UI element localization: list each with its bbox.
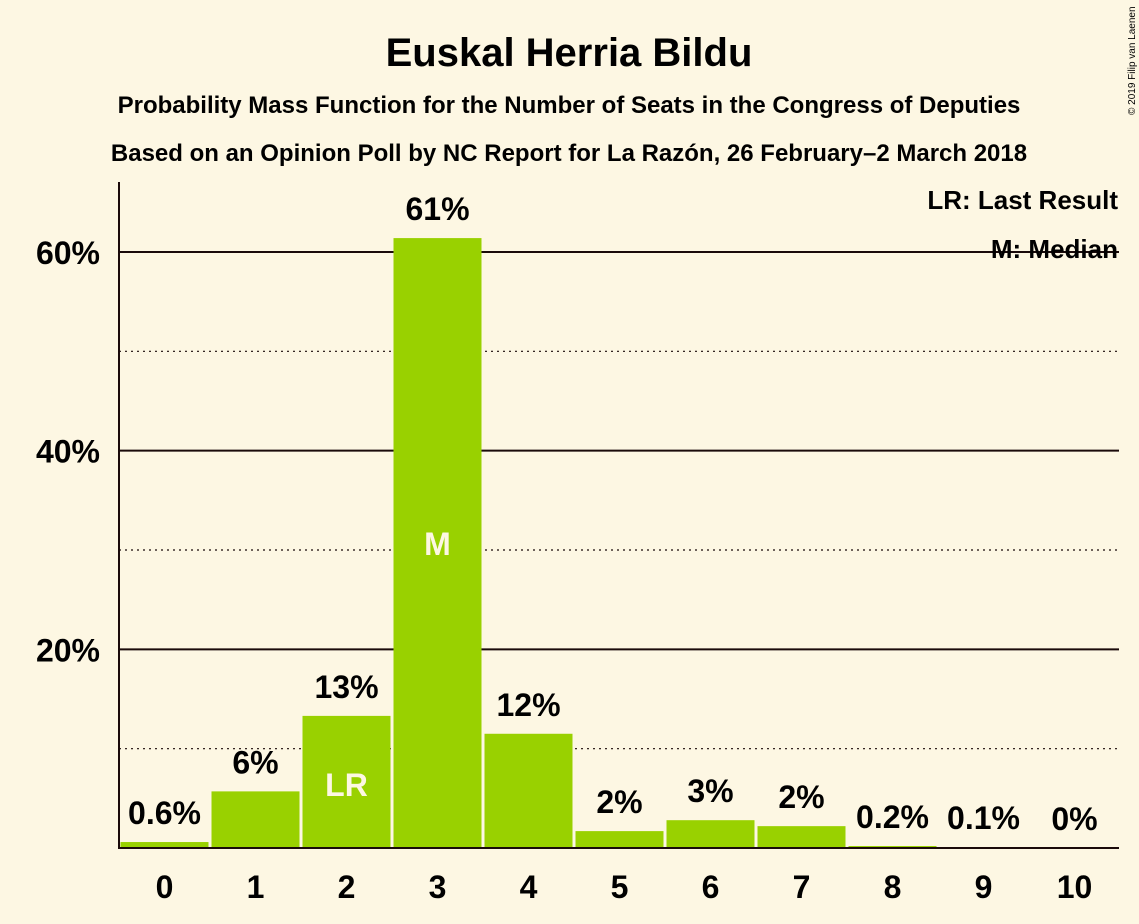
legend-median: M: Median	[991, 234, 1118, 264]
x-tick-label: 3	[429, 869, 447, 905]
bar-value-label: 0.2%	[856, 799, 929, 835]
bar-value-label: 0%	[1051, 801, 1097, 837]
bar-value-label: 12%	[496, 687, 560, 723]
bar	[211, 791, 300, 848]
chart-title: Euskal Herria Bildu	[386, 31, 753, 75]
bar-value-label: 2%	[778, 779, 824, 815]
bar-value-label: 2%	[596, 784, 642, 820]
x-tick-label: 2	[338, 869, 356, 905]
x-tick-label: 9	[975, 869, 993, 905]
value-labels: 0.6% 6% 13% 61% 12% 2% 3% 2% 0.2% 0.1% 0%	[128, 191, 1098, 837]
y-axis-ticks: 20% 40% 60%	[36, 235, 100, 668]
bar	[666, 820, 755, 848]
x-axis-ticks: 0 1 2 3 4 5 6 7 8 9 10	[156, 869, 1093, 905]
bar	[120, 842, 209, 848]
bar-mark-label: LR	[325, 767, 368, 803]
x-tick-label: 5	[611, 869, 629, 905]
bar-value-label: 0.6%	[128, 795, 201, 831]
bar-value-label: 0.1%	[947, 800, 1020, 836]
bar-mark-label: M	[424, 526, 451, 562]
x-tick-label: 4	[520, 869, 538, 905]
gridlines	[119, 251, 1119, 750]
y-tick-label: 60%	[36, 235, 100, 271]
x-tick-label: 8	[884, 869, 902, 905]
bar	[575, 831, 664, 848]
bar-value-label: 6%	[232, 744, 278, 780]
bar	[484, 733, 573, 848]
legend-last-result: LR: Last Result	[927, 185, 1118, 215]
bar	[757, 826, 846, 848]
x-tick-label: 1	[247, 869, 265, 905]
bar	[302, 715, 391, 848]
copyright-note: © 2019 Filip van Laenen	[1127, 6, 1138, 115]
bar	[393, 238, 482, 849]
bar-value-label: 3%	[687, 773, 733, 809]
chart-subtitle-source: Based on an Opinion Poll by NC Report fo…	[111, 140, 1027, 167]
bar-value-label: 13%	[314, 669, 378, 705]
x-tick-label: 7	[793, 869, 811, 905]
chart-subtitle: Probability Mass Function for the Number…	[118, 92, 1021, 119]
bar-marks: LR M	[325, 526, 451, 803]
y-tick-label: 40%	[36, 434, 100, 470]
x-tick-label: 10	[1057, 869, 1093, 905]
y-tick-label: 20%	[36, 632, 100, 668]
x-tick-label: 0	[156, 869, 174, 905]
bar-value-label: 61%	[405, 191, 469, 227]
x-tick-label: 6	[702, 869, 720, 905]
